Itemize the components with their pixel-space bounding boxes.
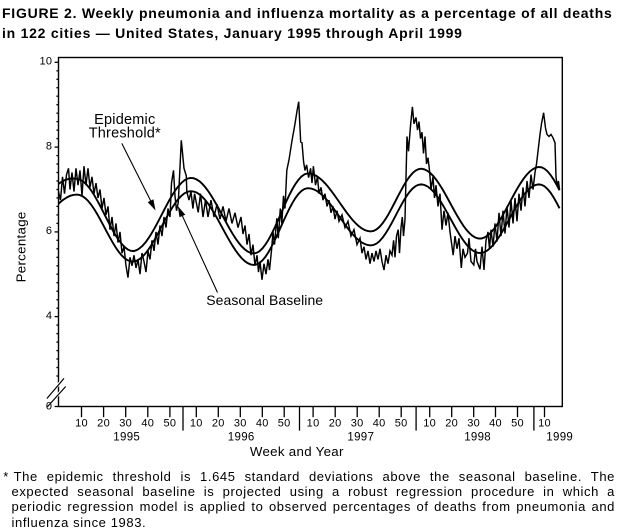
svg-text:Threshold*: Threshold* [89,126,161,142]
svg-text:40: 40 [489,417,502,429]
svg-text:1996: 1996 [228,431,255,443]
svg-text:1995: 1995 [113,431,140,443]
svg-text:30: 30 [351,417,364,429]
svg-text:50: 50 [278,417,291,429]
svg-text:10: 10 [190,417,203,429]
svg-text:6: 6 [46,225,52,237]
svg-text:40: 40 [256,417,269,429]
svg-text:10: 10 [538,417,551,429]
svg-text:1999: 1999 [546,431,573,443]
svg-text:Percentage: Percentage [14,211,29,282]
svg-text:Week and Year: Week and Year [250,444,344,459]
svg-text:30: 30 [234,417,247,429]
svg-text:Seasonal Baseline: Seasonal Baseline [206,292,323,308]
svg-text:50: 50 [395,417,408,429]
svg-text:40: 40 [373,417,386,429]
svg-text:1997: 1997 [347,431,374,443]
svg-text:10: 10 [75,417,88,429]
svg-text:8: 8 [46,140,52,152]
svg-text:30: 30 [119,417,132,429]
svg-text:50: 50 [511,417,524,429]
svg-text:4: 4 [46,310,52,322]
svg-text:20: 20 [329,417,342,429]
svg-text:20: 20 [212,417,225,429]
svg-text:40: 40 [141,417,154,429]
svg-text:10: 10 [39,56,52,68]
svg-text:10: 10 [423,417,436,429]
svg-text:0: 0 [46,401,52,413]
svg-text:30: 30 [467,417,480,429]
svg-text:20: 20 [97,417,110,429]
svg-text:Epidemic: Epidemic [94,112,155,128]
svg-text:20: 20 [445,417,458,429]
svg-text:1998: 1998 [464,431,491,443]
svg-text:10: 10 [307,417,320,429]
svg-text:50: 50 [163,417,176,429]
